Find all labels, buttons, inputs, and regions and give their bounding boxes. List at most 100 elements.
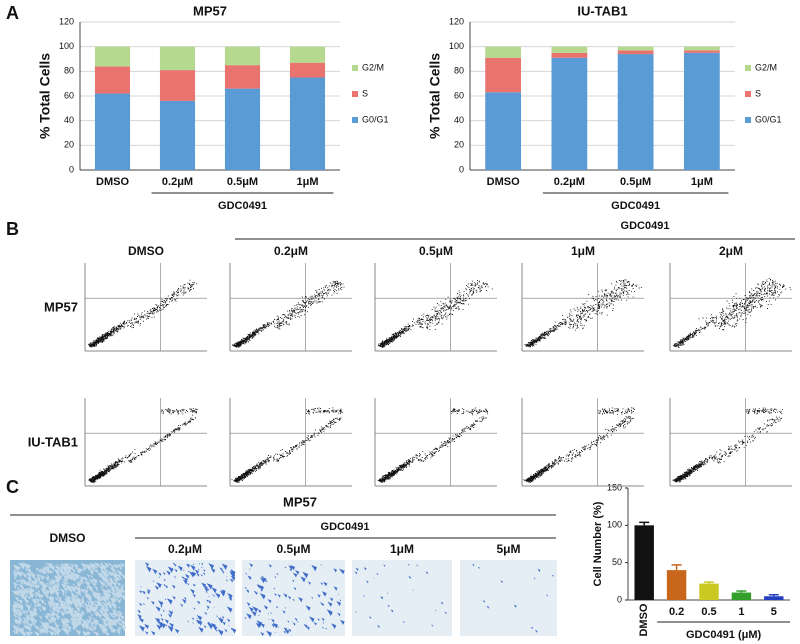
chart-title: MP57 bbox=[193, 3, 227, 18]
column-label: 0.2μM bbox=[168, 542, 202, 556]
chart-title: IU-TAB1 bbox=[577, 3, 627, 18]
column-label: DMSO bbox=[128, 244, 164, 258]
bar-segment bbox=[224, 65, 261, 89]
bar bbox=[764, 596, 784, 600]
bar-segment bbox=[551, 57, 588, 171]
bar-segment bbox=[289, 62, 326, 78]
y-tick-label: 120 bbox=[449, 16, 464, 26]
x-tick-label: 0.2μM bbox=[162, 176, 193, 188]
legend-swatch bbox=[745, 65, 751, 71]
column-label: 0.5μM bbox=[276, 542, 310, 556]
bar-segment bbox=[485, 57, 522, 93]
bar-segment bbox=[159, 100, 196, 170]
x-tick-label: 0.5μM bbox=[620, 176, 651, 188]
panel-title: MP57 bbox=[283, 494, 317, 509]
flow-dots bbox=[377, 407, 489, 483]
y-tick-label: 60 bbox=[64, 90, 74, 100]
bar-segment bbox=[617, 50, 654, 55]
flow-dots bbox=[88, 279, 198, 348]
legend-swatch bbox=[352, 91, 358, 97]
y-tick-label: 80 bbox=[454, 66, 464, 76]
y-tick-label: 0 bbox=[69, 164, 74, 174]
bar-segment bbox=[159, 46, 196, 71]
bar bbox=[634, 525, 654, 600]
y-tick-label: 20 bbox=[64, 140, 74, 150]
legend-label: G0/G1 bbox=[362, 114, 389, 124]
y-axis-label: % Total Cells bbox=[37, 53, 53, 139]
bar-segment bbox=[551, 46, 588, 53]
bar-segment bbox=[617, 54, 654, 170]
x-axis-label: GDC0491 (μM) bbox=[686, 629, 762, 641]
column-label: 0.2μM bbox=[274, 244, 308, 258]
y-tick-label: 40 bbox=[64, 115, 74, 125]
row-label: IU-TAB1 bbox=[28, 434, 78, 449]
flow-dots bbox=[88, 407, 199, 484]
y-axis-label: Cell Number (%) bbox=[592, 501, 604, 586]
bar-segment bbox=[683, 50, 720, 53]
flow-dots bbox=[232, 280, 345, 348]
panel-label: A bbox=[6, 3, 19, 23]
column-label: 1μM bbox=[390, 542, 414, 556]
bar-segment bbox=[551, 52, 588, 58]
y-tick-label: 20 bbox=[454, 140, 464, 150]
legend-swatch bbox=[352, 117, 358, 123]
column-label: 0.5μM bbox=[419, 244, 453, 258]
bar-segment bbox=[94, 66, 131, 94]
row-label: MP57 bbox=[44, 299, 78, 314]
bar-segment bbox=[224, 46, 261, 66]
panel-label: B bbox=[6, 219, 19, 239]
well-image bbox=[460, 560, 557, 636]
legend-label: G2/M bbox=[755, 62, 777, 72]
bar-segment bbox=[683, 46, 720, 51]
column-label: 2μM bbox=[719, 244, 743, 258]
flow-dots bbox=[672, 407, 784, 483]
x-tick-label: 0.2 bbox=[669, 606, 684, 618]
panel-label: C bbox=[6, 477, 19, 497]
bar-segment bbox=[289, 77, 326, 170]
x-tick-label: 0.5 bbox=[701, 606, 716, 618]
group-label: GDC0491 bbox=[218, 200, 267, 212]
column-label: 1μM bbox=[571, 244, 595, 258]
bar-segment bbox=[224, 88, 261, 170]
x-tick-label: DMSO bbox=[96, 176, 129, 188]
group-label: GDC0491 bbox=[611, 200, 660, 212]
well-image bbox=[352, 560, 452, 636]
cell-blobs bbox=[12, 562, 127, 638]
y-axis-label: % Total Cells bbox=[427, 53, 443, 139]
legend-swatch bbox=[745, 91, 751, 97]
legend-label: S bbox=[755, 88, 761, 98]
y-tick-label: 100 bbox=[607, 520, 622, 530]
y-tick-label: 150 bbox=[607, 482, 622, 492]
legend-swatch bbox=[745, 117, 751, 123]
x-tick-label: 0.5μM bbox=[227, 176, 258, 188]
y-tick-label: 120 bbox=[59, 16, 74, 26]
y-tick-label: 50 bbox=[612, 557, 622, 567]
bar-segment bbox=[485, 92, 522, 170]
y-tick-label: 80 bbox=[64, 66, 74, 76]
y-tick-label: 100 bbox=[449, 41, 464, 51]
x-tick-label: DMSO bbox=[638, 603, 650, 636]
y-tick-label: 100 bbox=[59, 41, 74, 51]
flow-dots bbox=[231, 407, 344, 483]
treatment-label: GDC0491 bbox=[321, 521, 370, 533]
legend-label: S bbox=[362, 88, 368, 98]
flow-dots bbox=[672, 277, 792, 348]
bar-segment bbox=[289, 46, 326, 63]
treatment-label: GDC0491 bbox=[621, 220, 670, 232]
bar bbox=[666, 570, 687, 600]
column-label: DMSO bbox=[50, 531, 86, 545]
y-tick-label: 40 bbox=[454, 115, 464, 125]
bar-segment bbox=[94, 93, 131, 170]
y-tick-label: 0 bbox=[617, 594, 622, 604]
bar-segment bbox=[159, 70, 196, 101]
flow-dots bbox=[524, 279, 642, 348]
y-tick-label: 0 bbox=[459, 164, 464, 174]
legend-swatch bbox=[352, 65, 358, 71]
flow-dots bbox=[377, 279, 493, 349]
bar bbox=[731, 592, 752, 600]
bar bbox=[699, 583, 719, 600]
bar-segment bbox=[94, 46, 131, 67]
cell-blobs bbox=[244, 563, 345, 637]
y-tick-label: 60 bbox=[454, 90, 464, 100]
